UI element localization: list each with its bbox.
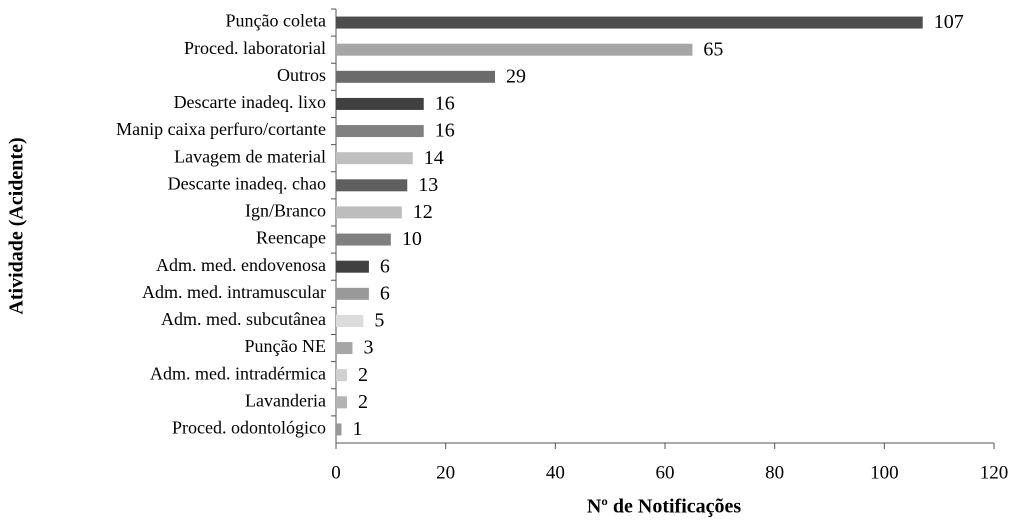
bar <box>336 16 923 29</box>
y-axis-title: Atividade (Acidente) <box>6 137 28 314</box>
y-tick-label: Adm. med. subcutânea <box>161 309 326 329</box>
bar <box>336 97 424 110</box>
value-label: 2 <box>358 391 368 413</box>
value-label: 2 <box>358 364 368 386</box>
x-tick-label: 60 <box>656 462 675 483</box>
value-label: 3 <box>363 337 373 359</box>
x-tick-label: 40 <box>546 462 565 483</box>
value-label: 14 <box>424 147 444 169</box>
value-label: 13 <box>418 174 438 196</box>
bar <box>336 152 413 165</box>
bar <box>336 43 693 56</box>
y-tick-label: Proced. laboratorial <box>184 38 326 58</box>
y-tick-label: Lavagem de material <box>174 146 326 166</box>
bar <box>336 233 391 246</box>
x-tick-label: 100 <box>870 462 899 483</box>
bar <box>336 396 347 409</box>
bar <box>336 423 342 436</box>
y-tick-label: Ign/Branco <box>245 201 326 221</box>
value-label: 10 <box>402 228 422 250</box>
bar <box>336 260 369 273</box>
value-label: 6 <box>380 282 390 304</box>
bar <box>336 342 353 355</box>
bar <box>336 179 408 192</box>
value-label: 5 <box>374 310 384 332</box>
value-label: 107 <box>934 11 964 33</box>
y-tick-label: Descarte inadeq. chao <box>168 173 326 193</box>
y-tick-label: Adm. med. endovenosa <box>156 255 326 275</box>
x-tick-label: 120 <box>980 462 1009 483</box>
y-tick-label: Punção coleta <box>226 11 326 31</box>
bar <box>336 314 364 327</box>
value-label: 16 <box>435 120 455 142</box>
y-tick-label: Proced. odontológico <box>172 418 326 438</box>
y-tick-label: Punção NE <box>245 336 326 356</box>
x-tick-label: 0 <box>331 462 341 483</box>
bar <box>336 206 402 219</box>
bar <box>336 287 369 300</box>
value-label: 1 <box>352 418 362 440</box>
y-tick-label: Reencape <box>256 228 326 248</box>
value-label: 65 <box>703 38 723 60</box>
x-tick-label: 20 <box>436 462 455 483</box>
bar <box>336 369 347 382</box>
y-tick-label: Manip caixa perfuro/cortante <box>116 119 326 139</box>
x-tick-label: 80 <box>765 462 784 483</box>
value-label: 29 <box>506 65 526 87</box>
value-label: 6 <box>380 255 390 277</box>
x-axis-title: Nº de Notificações <box>587 496 742 518</box>
y-tick-label: Adm. med. intradérmica <box>150 363 326 383</box>
y-tick-label: Adm. med. intramuscular <box>142 282 326 302</box>
bar <box>336 70 496 83</box>
bar <box>336 125 424 138</box>
y-tick-label: Lavanderia <box>245 390 326 410</box>
y-tick-label: Descarte inadeq. lixo <box>174 92 326 112</box>
y-tick-label: Outros <box>277 65 326 85</box>
value-label: 16 <box>435 93 455 115</box>
value-label: 12 <box>413 201 433 223</box>
